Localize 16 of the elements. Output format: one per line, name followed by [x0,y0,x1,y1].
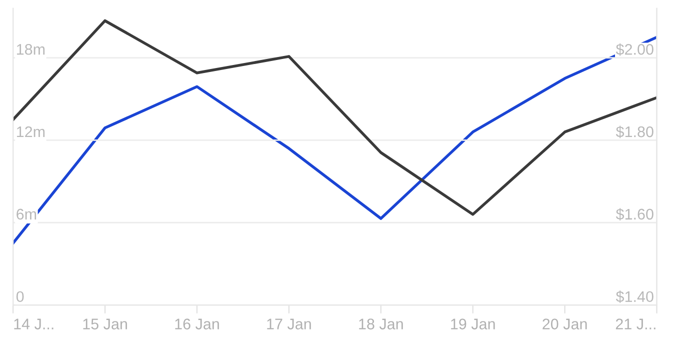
x-tick-label: 18 Jan [359,318,403,330]
x-tick-label: 20 Jan [542,318,587,330]
y2-tick-label: $1.80 [616,126,654,138]
y-tick-label: 18m [16,44,45,55]
x-tick-label: 17 Jan [267,318,311,330]
y-tick-label: 6m [16,208,36,220]
x-tick-label: 15 Jan [83,318,127,330]
x-tick-label: 19 Jan [451,318,495,330]
y2-tick-label: $1.60 [616,208,654,221]
y-tick-label: 12m [16,126,45,138]
x-tick-label: 14 J... [14,318,54,330]
y-tick-label: 0 [16,291,24,302]
y2-tick-label: $2.00 [616,43,654,56]
y2-tick-label: $1.40 [616,290,654,303]
x-tick-label: 21 J... [616,318,656,330]
x-tick-label: 16 Jan [175,318,219,330]
